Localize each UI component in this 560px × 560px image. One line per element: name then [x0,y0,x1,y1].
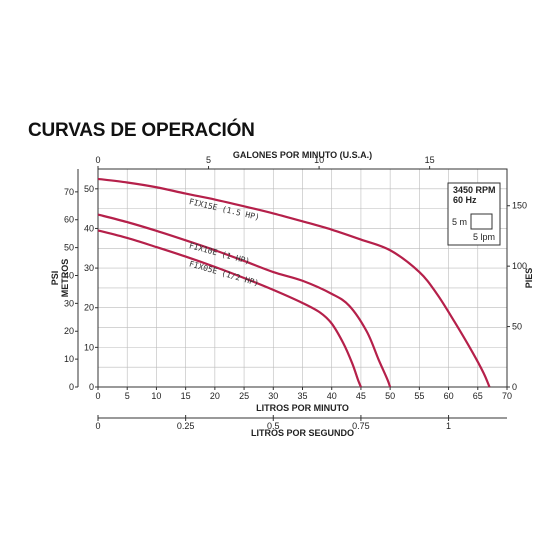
psi-tick-label: 70 [64,187,74,197]
top-tick-label: 0 [95,155,100,165]
x-tick-label: 30 [268,391,278,401]
lps-axis-title: LITROS POR SEGUNDO [251,428,354,438]
curve-fix05e [97,229,362,388]
psi-tick-label: 50 [64,243,74,253]
psi-tick-label: 20 [64,326,74,336]
axis-ticks: 0 5 10 15 20 25 30 35 40 45 50 55 60 65 700 5 10 150 0.25 0… [64,155,527,431]
ft-tick-label: 100 [512,261,527,271]
x-tick-label: 40 [327,391,337,401]
psi-tick-label: 30 [64,298,74,308]
psi-tick-label: 40 [64,270,74,280]
x-tick-label: 5 [125,391,130,401]
meters-axis-title: METROS [60,259,70,298]
x-axis-title: LITROS POR MINUTO [256,403,349,413]
curve-fix15e [97,177,491,388]
legend-hz: 60 Hz [453,195,477,205]
x-tick-label: 70 [502,391,512,401]
grid [97,168,508,388]
x-tick-label: 15 [181,391,191,401]
x-tick-label: 10 [151,391,161,401]
psi-axis-title: PSI [50,271,60,286]
page-title: CURVAS DE OPERACIÓN [28,120,255,141]
x-tick-label: 25 [239,391,249,401]
lps-tick-label: 0.25 [177,421,195,431]
feet-axis-title: PIES [524,268,534,289]
top-axis-title: GALONES POR MINUTO (U.S.A.) [233,150,372,160]
legend-rpm: 3450 RPM [453,185,496,195]
rpm-legend-box: 3450 RPM 60 Hz 5 m 5 lpm [447,182,501,246]
ft-tick-label: 50 [512,322,522,332]
legend-scale-y: 5 m [452,217,467,227]
psi-tick-label: 60 [64,215,74,225]
ft-tick-label: 150 [512,201,527,211]
m-tick-label: 10 [84,342,94,352]
x-tick-label: 50 [385,391,395,401]
top-tick-label: 5 [206,155,211,165]
top-tick-label: 15 [425,155,435,165]
x-tick-label: 65 [473,391,483,401]
m-tick-label: 50 [84,184,94,194]
psi-tick-label: 0 [69,382,74,392]
legend-scale-x: 5 lpm [473,232,495,242]
m-tick-label: 0 [89,382,94,392]
x-tick-label: 45 [356,391,366,401]
m-tick-label: 30 [84,263,94,273]
lps-tick-label: 1 [446,421,451,431]
m-tick-label: 20 [84,303,94,313]
m-tick-label: 40 [84,223,94,233]
ft-tick-label: 0 [512,382,517,392]
x-tick-label: 20 [210,391,220,401]
psi-tick-label: 10 [64,354,74,364]
lps-tick-label: 0.75 [352,421,370,431]
x-tick-label: 60 [444,391,454,401]
top-tick-label: 10 [314,155,324,165]
x-tick-label: 0 [95,391,100,401]
lps-tick-label: 0 [95,421,100,431]
scale-box [470,213,493,230]
lps-tick-label: 0.5 [267,421,280,431]
x-tick-label: 35 [297,391,307,401]
curve-fix10e [97,213,392,388]
x-tick-label: 55 [414,391,424,401]
